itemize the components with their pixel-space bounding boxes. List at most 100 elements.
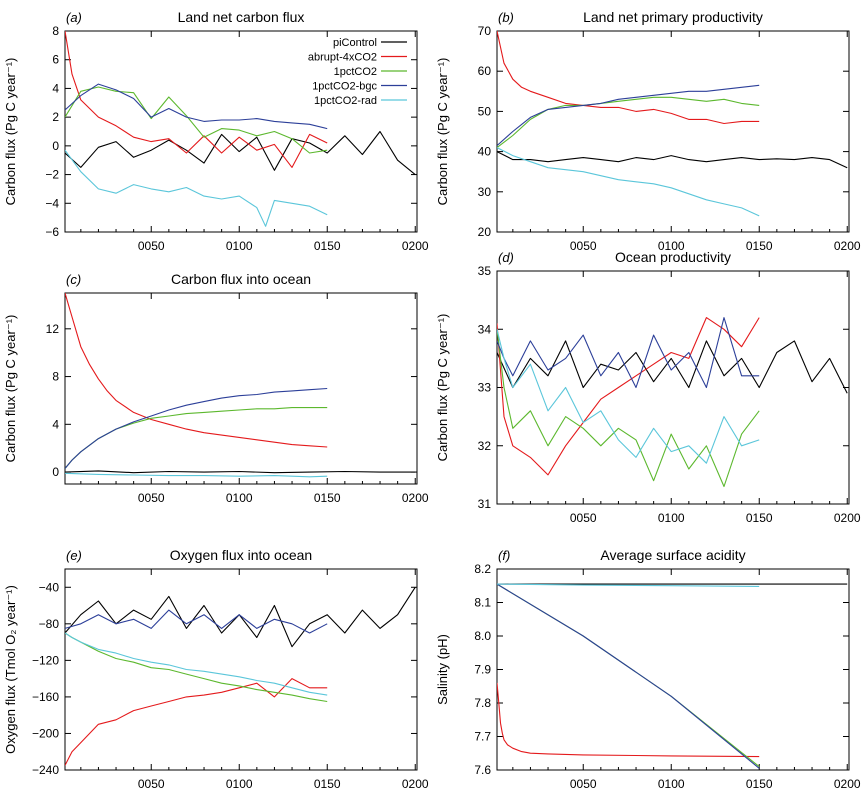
panel-title: Land net primary productivity — [583, 9, 763, 25]
x-tick-label: 0100 — [226, 491, 253, 505]
y-tick-label: −6 — [45, 225, 59, 239]
x-tick-label: 0150 — [314, 239, 341, 253]
series-line-1pctco2-bgc — [65, 609, 328, 634]
y-tick-label: −160 — [32, 690, 59, 704]
x-tick-label: 0200 — [402, 239, 429, 253]
plot-frame — [496, 270, 850, 505]
y-tick-label: 12 — [46, 322, 60, 336]
series-line-1pctco2 — [497, 96, 760, 149]
x-tick-label: 0200 — [834, 511, 861, 525]
panel-title: Land net carbon flux — [178, 9, 305, 25]
series-line-1pctco2 — [497, 583, 760, 768]
y-tick-label: 50 — [478, 104, 492, 118]
y-tick-label: 7.6 — [474, 763, 491, 777]
series-line-1pctco2 — [65, 632, 328, 703]
series-line-1pctco2-rad — [497, 583, 760, 587]
plot-frame — [64, 568, 418, 771]
series-line-1pctco2-rad — [65, 472, 328, 478]
series-group — [65, 293, 416, 478]
series-line-1pctco2-rad — [65, 149, 328, 227]
series-group — [497, 317, 848, 488]
y-axis-label: Carbon flux (Pg C year⁻¹) — [3, 58, 18, 206]
series-line-1pctco2-bgc — [497, 317, 760, 389]
panel-title: Carbon flux into ocean — [171, 271, 311, 287]
panel-1: (a) Land net carbon flux Carbon flux (Pg C… — [3, 9, 429, 253]
series-line-picontrol — [65, 587, 416, 648]
x-tick-label: 0050 — [138, 239, 165, 253]
y-tick-label: −80 — [39, 617, 60, 631]
x-tick-label: 0150 — [746, 511, 773, 525]
x-tick-label: 0100 — [658, 511, 685, 525]
y-tick-label: 20 — [478, 225, 492, 239]
y-axis-label: Salinity (pH) — [435, 634, 450, 705]
legend-label: 1pctCO2-rad — [314, 95, 377, 107]
x-tick-label: 0200 — [834, 239, 861, 253]
panel-label: (c) — [66, 272, 81, 287]
series-line-1pctco2-rad — [65, 632, 328, 696]
panel-2: (b) Land net primary productivity Carbon f… — [435, 9, 861, 253]
series-group — [65, 587, 416, 766]
panel-6: (f) Average surface acidity Salinity (pH) 0… — [435, 547, 861, 791]
y-tick-label: −120 — [32, 653, 59, 667]
series-line-abrupt-4xco2 — [497, 682, 760, 758]
series-line-1pctco2 — [65, 407, 328, 469]
y-tick-label: 8 — [52, 24, 59, 38]
series-line-abrupt-4xco2 — [497, 31, 760, 125]
y-tick-label: 40 — [478, 145, 492, 159]
series-group — [65, 31, 416, 227]
x-tick-label: 0150 — [746, 777, 773, 791]
series-line-1pctco2-rad — [497, 147, 760, 217]
y-tick-label: 0 — [52, 139, 59, 153]
series-line-1pctco2 — [65, 86, 328, 154]
y-axis-label: Carbon flux (Pg C year⁻¹) — [435, 314, 450, 462]
panel-4: (d) Ocean productivity Carbon flux (Pg C y… — [435, 249, 861, 525]
x-tick-label: 0100 — [658, 777, 685, 791]
y-tick-label: 8.2 — [474, 562, 491, 576]
series-line-abrupt-4xco2 — [65, 31, 328, 168]
series-line-abrupt-4xco2 — [65, 678, 328, 766]
panel-title: Oxygen flux into ocean — [170, 547, 312, 563]
series-line-1pctco2 — [497, 329, 760, 488]
x-tick-label: 0050 — [570, 777, 597, 791]
panel-label: (f) — [498, 548, 510, 563]
series-line-picontrol — [65, 130, 416, 176]
panel-title: Average surface acidity — [600, 547, 745, 563]
legend-label: 1pctCO2-bgc — [312, 81, 377, 93]
y-tick-label: 7.8 — [474, 696, 491, 710]
y-tick-label: 60 — [478, 64, 492, 78]
x-tick-label: 0050 — [138, 491, 165, 505]
y-tick-label: −200 — [32, 726, 59, 740]
panel-title: Ocean productivity — [615, 249, 731, 265]
panel-label: (e) — [66, 548, 82, 563]
x-tick-label: 0050 — [570, 511, 597, 525]
y-tick-label: −2 — [45, 168, 59, 182]
x-tick-label: 0150 — [314, 491, 341, 505]
x-tick-label: 0200 — [402, 777, 429, 791]
y-tick-label: 33 — [478, 381, 492, 395]
y-tick-label: −240 — [32, 763, 59, 777]
y-tick-label: 70 — [478, 24, 492, 38]
y-axis-label: Carbon flux (Pg C year⁻¹) — [435, 58, 450, 206]
x-tick-label: 0050 — [570, 239, 597, 253]
series-group — [497, 583, 848, 769]
panel-label: (a) — [66, 10, 82, 25]
plot-frame — [64, 30, 418, 233]
series-line-abrupt-4xco2 — [497, 317, 760, 476]
y-tick-label: −4 — [45, 196, 59, 210]
y-tick-label: 32 — [478, 439, 492, 453]
x-tick-label: 0200 — [402, 491, 429, 505]
x-tick-label: 0150 — [746, 239, 773, 253]
y-tick-label: 7.7 — [474, 730, 491, 744]
y-tick-label: 30 — [478, 185, 492, 199]
panel-label: (b) — [498, 10, 514, 25]
y-axis-label: Oxygen flux (Tmol O₂ year⁻¹) — [3, 585, 18, 754]
panel-5: (e) Oxygen flux into ocean Oxygen flux (Tm… — [3, 547, 429, 791]
y-tick-label: 31 — [478, 497, 492, 511]
plot-frame — [496, 30, 850, 233]
y-tick-label: 8.1 — [474, 596, 491, 610]
series-line-picontrol — [497, 151, 848, 169]
panel-3: (c) Carbon flux into ocean Carbon flux (Pg… — [3, 271, 429, 505]
y-axis-label: Carbon flux (Pg C year⁻¹) — [3, 315, 18, 463]
y-tick-label: 2 — [52, 110, 59, 124]
